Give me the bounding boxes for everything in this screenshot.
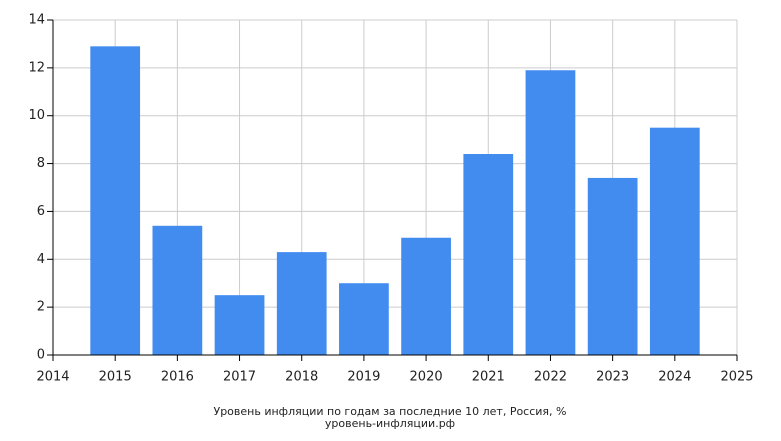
y-tick-label: 4 (37, 252, 45, 267)
x-tick-label: 2015 (99, 370, 132, 385)
chart-title: Уровень инфляции по годам за последние 1… (213, 405, 566, 418)
x-tick-label: 2016 (161, 370, 194, 385)
bar (525, 70, 576, 355)
y-tick-label: 14 (28, 13, 45, 28)
x-tick-label: 2020 (410, 370, 443, 385)
y-tick-label: 0 (37, 348, 45, 363)
x-tick-label: 2023 (596, 370, 629, 385)
bar (463, 154, 514, 355)
y-tick-label: 6 (37, 204, 45, 219)
bar (339, 283, 389, 355)
chart-subtitle: уровень-инфляции.рф (325, 417, 455, 430)
bar (587, 177, 638, 355)
x-tick-label: 2025 (720, 370, 753, 385)
y-tick-label: 2 (37, 300, 45, 315)
x-tick-label: 2021 (472, 370, 505, 385)
x-tick-label: 2017 (223, 370, 256, 385)
x-tick-label: 2022 (534, 370, 567, 385)
x-tick-label: 2024 (658, 370, 691, 385)
y-tick-label: 12 (28, 60, 45, 75)
bar (90, 46, 141, 355)
bar (649, 127, 700, 355)
bar (276, 252, 327, 355)
y-tick-label: 10 (28, 108, 45, 123)
y-tick-label: 8 (37, 156, 45, 171)
bar (214, 295, 265, 355)
bar (401, 237, 451, 355)
x-tick-label: 2019 (347, 370, 380, 385)
x-tick-label: 2018 (285, 370, 318, 385)
bar (152, 225, 203, 355)
x-tick-label: 2014 (36, 370, 69, 385)
